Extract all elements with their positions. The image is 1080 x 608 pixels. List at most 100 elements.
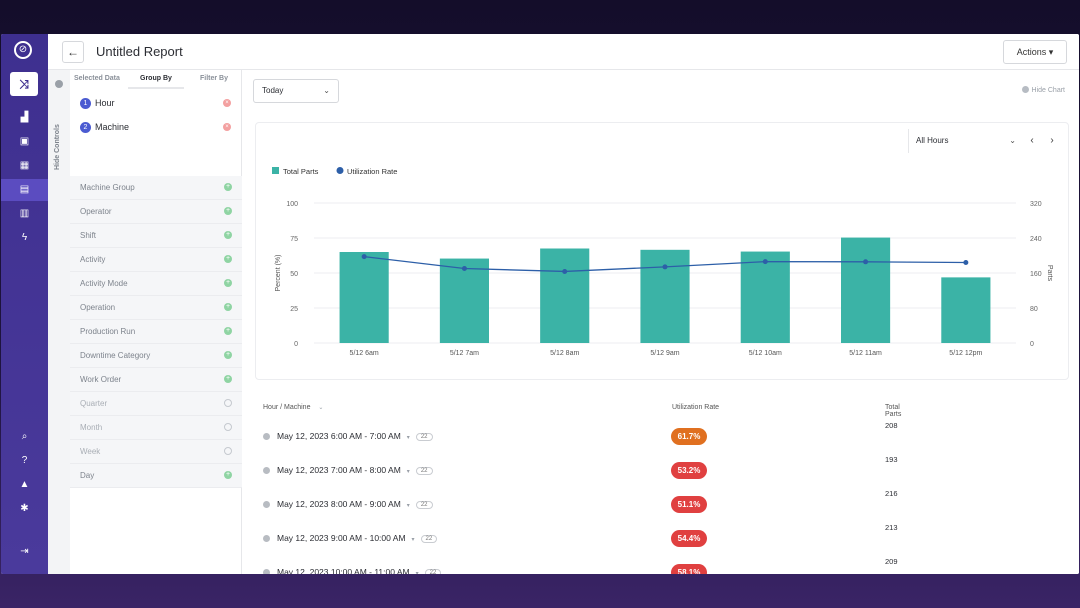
x-tick-label: 5/12 12pm: [949, 350, 982, 357]
add-icon[interactable]: +: [224, 327, 232, 335]
group-option[interactable]: Downtime Category +: [70, 344, 242, 368]
table-row[interactable]: May 12, 2023 8:00 AM - 9:00 AM ▾ 22 51.1% 21…: [255, 488, 915, 522]
chart-card: Total Parts Utilization Rate 0 25 50 75 100 0 80…: [255, 122, 1069, 380]
add-icon[interactable]: +: [224, 375, 232, 383]
clock-icon: [263, 467, 270, 474]
point-utilization-rate: [762, 259, 768, 265]
collapse-icon: [55, 80, 63, 88]
machine-count-badge: 22: [424, 569, 442, 574]
search-icon[interactable]: ⌕: [21, 431, 28, 442]
hours-select[interactable]: All Hours ⌄: [908, 129, 1022, 153]
add-icon[interactable]: +: [224, 351, 232, 359]
table-row[interactable]: May 12, 2023 10:00 AM - 11:00 AM ▾ 22 58.1%…: [255, 556, 915, 574]
expand-icon[interactable]: ▾: [406, 503, 410, 509]
y-tick-label: 50: [290, 271, 298, 278]
option-label: Operation: [80, 303, 116, 312]
back-button[interactable]: ←: [62, 41, 84, 63]
logout-icon[interactable]: ⇥: [20, 546, 29, 557]
shuffle-icon[interactable]: ⤨: [10, 72, 38, 96]
side-nav: ⊘ ⤨ ▟ ▣ ▦ ▤ ▥ ϟ ⌕ ? ▲ ✱ ⇥: [1, 34, 48, 574]
report-main: Today ⌄ Hide Chart Total Parts Utilizatio…: [243, 70, 1079, 574]
bar-total-parts: [339, 252, 389, 343]
machine-count-badge: 22: [420, 535, 438, 543]
hide-chart-button[interactable]: Hide Chart: [1021, 86, 1065, 94]
monitor-icon[interactable]: ▣: [19, 136, 30, 147]
hide-controls-toggle[interactable]: Hide Controls: [48, 70, 70, 574]
prev-button[interactable]: ‹: [1030, 135, 1034, 146]
total-parts-value: 209: [885, 557, 898, 566]
group-option-disabled: Month: [70, 416, 242, 440]
group-option[interactable]: Day +: [70, 464, 242, 488]
date-range-select[interactable]: Today ⌄: [253, 79, 339, 103]
point-utilization-rate: [662, 264, 668, 270]
group-option[interactable]: Operation +: [70, 296, 242, 320]
bar-total-parts: [640, 249, 690, 343]
group-option-disabled: Quarter: [70, 392, 242, 416]
add-icon[interactable]: +: [224, 183, 232, 191]
y-axis-label: Percent (%): [275, 255, 282, 292]
tab-underline: [128, 87, 184, 89]
column-header-util[interactable]: Utilization Rate: [672, 404, 720, 411]
group-option[interactable]: Work Order +: [70, 368, 242, 392]
x-tick-label: 5/12 11am: [849, 350, 882, 357]
tab-selected-data[interactable]: Selected Data: [74, 75, 120, 82]
x-tick-label: 5/12 9am: [650, 350, 679, 357]
add-icon[interactable]: +: [224, 207, 232, 215]
option-label: Week: [80, 447, 101, 456]
selected-group-hour[interactable]: 1 Hour ×: [70, 92, 241, 116]
utilization-badge: 53.2%: [671, 462, 707, 479]
add-icon[interactable]: +: [224, 279, 232, 287]
add-icon[interactable]: +: [224, 255, 232, 263]
time-range: May 12, 2023 6:00 AM - 7:00 AM: [277, 431, 401, 441]
column-header-parts[interactable]: Total Parts: [885, 404, 902, 418]
calendar-icon[interactable]: ▦: [19, 160, 30, 171]
remove-icon[interactable]: ×: [223, 99, 231, 107]
hide-icon: [1021, 86, 1029, 93]
group-label: Machine: [95, 122, 130, 132]
help-icon[interactable]: ?: [21, 455, 28, 466]
factory-icon[interactable]: ▟: [20, 112, 29, 123]
column-header-hour[interactable]: Hour / Machine ⌄: [263, 404, 324, 411]
legend-swatch-utilization: [336, 167, 344, 174]
expand-icon[interactable]: ▾: [406, 435, 410, 441]
actions-button[interactable]: Actions ▾: [1003, 40, 1067, 64]
tab-filter-by[interactable]: Filter By: [200, 75, 229, 82]
point-utilization-rate: [562, 268, 568, 274]
y2-tick-label: 240: [1030, 236, 1042, 243]
option-label: Downtime Category: [80, 351, 151, 360]
group-option[interactable]: Machine Group +: [70, 176, 242, 200]
report-icon[interactable]: ▤: [1, 179, 48, 201]
selected-group-machine[interactable]: 2 Machine ×: [70, 116, 241, 140]
group-option[interactable]: Activity +: [70, 248, 242, 272]
y2-axis-label: Parts: [1046, 265, 1053, 282]
bolt-icon[interactable]: ϟ: [21, 232, 28, 243]
add-icon[interactable]: +: [224, 231, 232, 239]
table-row[interactable]: May 12, 2023 6:00 AM - 7:00 AM ▾ 22 61.7% 20…: [255, 420, 915, 454]
table-row[interactable]: May 12, 2023 7:00 AM - 8:00 AM ▾ 22 53.2% 19…: [255, 454, 915, 488]
group-option[interactable]: Operator +: [70, 200, 242, 224]
bar-chart-icon[interactable]: ▥: [19, 208, 30, 219]
expand-icon[interactable]: ▾: [406, 469, 410, 475]
group-option[interactable]: Activity Mode +: [70, 272, 242, 296]
panel-tabs: Selected Data Group By Filter By: [70, 70, 241, 89]
tab-group-by[interactable]: Group By: [140, 75, 172, 82]
logo-icon[interactable]: ⊘: [14, 41, 32, 59]
expand-icon[interactable]: ▾: [415, 571, 419, 574]
gear-icon[interactable]: ✱: [20, 503, 29, 514]
add-icon[interactable]: +: [224, 471, 232, 479]
hide-chart-label: Hide Chart: [1031, 87, 1065, 94]
table-row[interactable]: May 12, 2023 9:00 AM - 10:00 AM ▾ 22 54.4% 2…: [255, 522, 915, 556]
y-tick-label: 25: [290, 306, 298, 313]
app-window: ⊘ ⤨ ▟ ▣ ▦ ▤ ▥ ϟ ⌕ ? ▲ ✱ ⇥ ← Untitled Rep…: [1, 34, 1079, 574]
group-option[interactable]: Production Run +: [70, 320, 242, 344]
remove-icon[interactable]: ×: [223, 123, 231, 131]
option-label: Quarter: [80, 399, 108, 408]
expand-icon[interactable]: ▾: [411, 537, 415, 543]
group-option[interactable]: Shift +: [70, 224, 242, 248]
y2-tick-label: 160: [1030, 271, 1042, 278]
group-option-disabled: Week: [70, 440, 242, 464]
lock-icon[interactable]: ▲: [19, 479, 30, 490]
add-icon[interactable]: +: [224, 303, 232, 311]
bar-total-parts: [740, 251, 790, 343]
next-button[interactable]: ›: [1050, 135, 1054, 146]
